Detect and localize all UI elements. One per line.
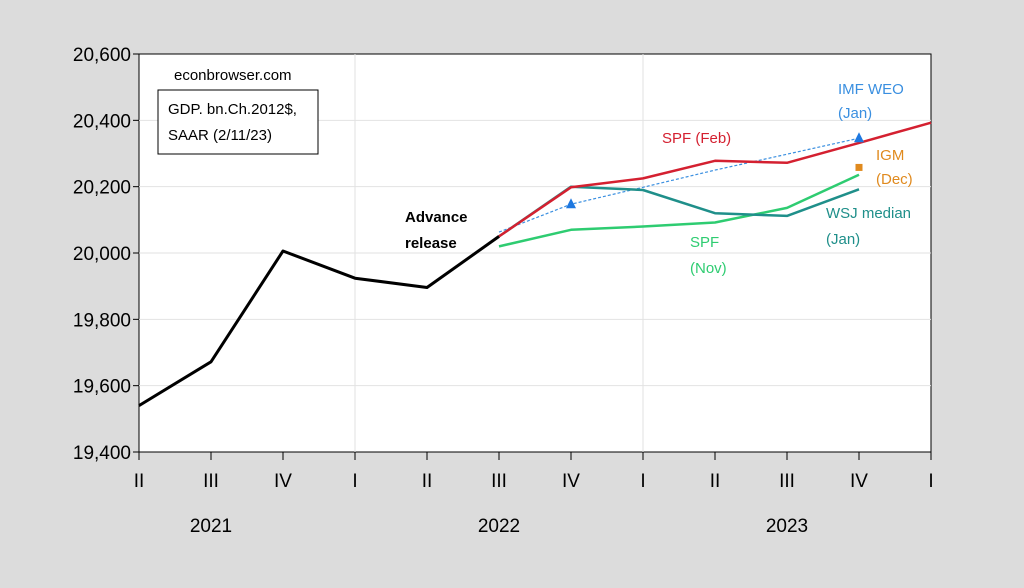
label-advance-release: Advance [405,209,468,226]
label-spf-feb: SPF (Feb) [662,130,731,147]
x-tick-label: III [491,471,507,492]
marker-layer [566,132,864,209]
x-tick-label: III [779,471,795,492]
label-advance-release: release [405,235,457,252]
y-tick-label: 20,400 [73,111,131,132]
y-axis: 19,400 19,600 19,800 20,000 20,200 20,400 20,6… [73,45,139,464]
year-label: 2022 [478,516,520,537]
note-line-2: SAAR (2/11/23) [168,127,272,144]
y-tick-label: 20,600 [73,45,131,66]
x-tick-label: I [928,471,933,492]
label-wsj-median: (Jan) [826,231,860,248]
label-imf-weo: IMF WEO [838,81,904,98]
source-label: econbrowser.com [174,67,292,84]
year-label: 2021 [190,516,232,537]
x-tick-label: I [352,471,357,492]
x-tick-label: I [640,471,645,492]
note-line-1: GDP. bn.Ch.2012$, [168,101,297,118]
x-tick-label: IV [274,471,292,492]
y-tick-label: 20,200 [73,178,131,199]
igm-marker [855,163,863,171]
series-line-spf-nov [498,173,860,248]
y-tick-label: 20,000 [73,244,131,265]
y-tick-label: 19,600 [73,377,131,398]
series-line-spf-feb [498,121,932,238]
label-spf-nov: SPF [690,234,719,251]
year-label: 2023 [766,516,808,537]
series-labels: Advance release SPF (Feb) SPF (Nov) WSJ media… [405,81,913,277]
note-box [157,89,319,155]
x-tick-label: II [134,471,145,492]
series-layer [138,121,932,407]
label-wsj-median: WSJ median [826,205,911,222]
x-tick-label: IV [850,471,868,492]
series-line-advance-release [138,235,500,407]
y-tick-label: 19,800 [73,310,131,331]
x-tick-label: III [203,471,219,492]
imf-weo-marker [854,132,864,143]
series-line-imf-weo-jan [498,137,860,233]
label-spf-nov: (Nov) [690,260,727,277]
x-tick-label: II [710,471,721,492]
y-tick-label: 19,400 [73,443,131,464]
imf-weo-marker [566,198,576,209]
x-tick-label: IV [562,471,580,492]
label-imf-weo: (Jan) [838,105,872,122]
x-tick-label: II [422,471,433,492]
label-igm: IGM [876,147,904,164]
label-igm: (Dec) [876,171,913,188]
